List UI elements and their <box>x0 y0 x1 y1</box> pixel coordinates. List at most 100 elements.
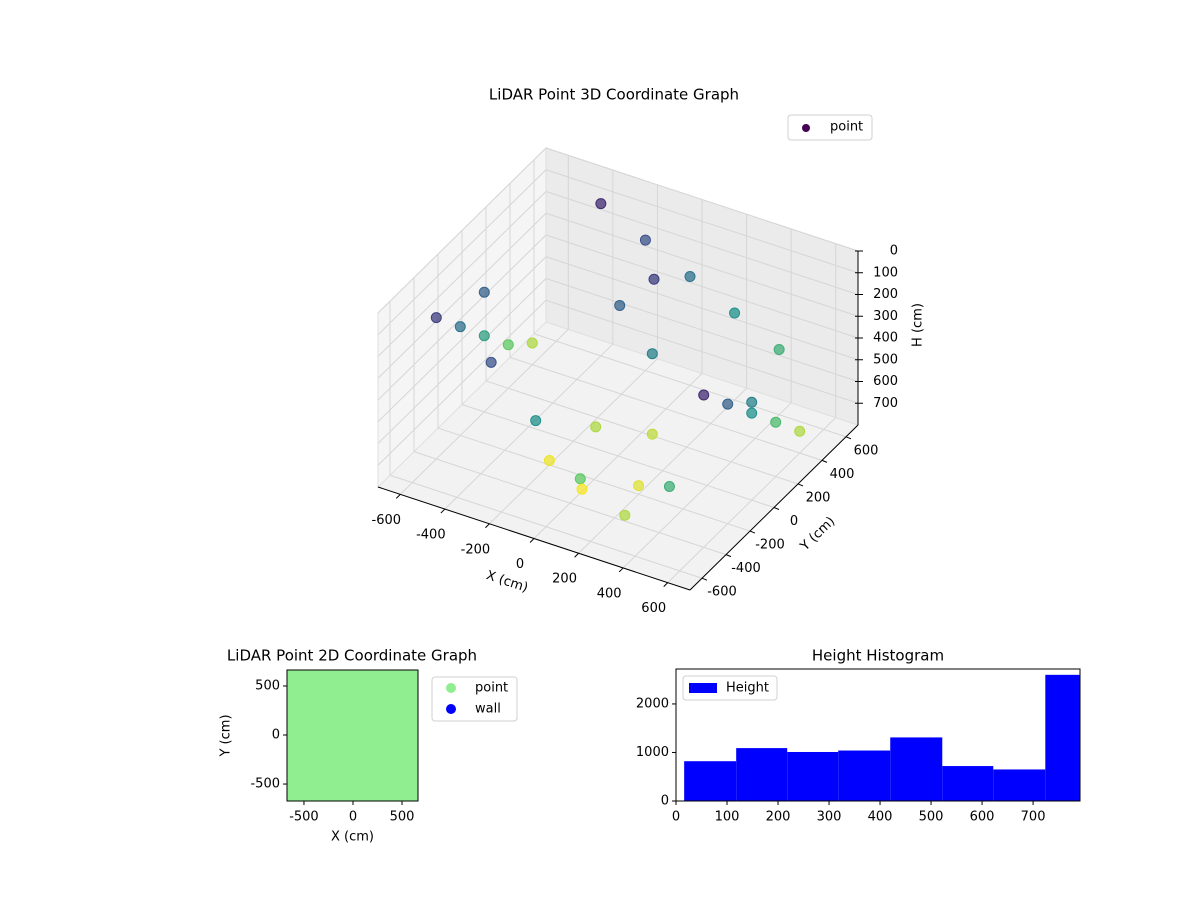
x-tick-label: 0 <box>516 557 524 572</box>
x-tick-label: -600 <box>372 513 402 528</box>
grid-line <box>377 256 547 423</box>
x-tick-label: 200 <box>552 572 577 587</box>
z-tick-label: 500 <box>873 352 898 367</box>
bar <box>993 769 1046 801</box>
point <box>454 321 466 333</box>
y-tick-label: 2000 <box>636 696 669 711</box>
grid-line <box>413 451 727 556</box>
point <box>391 698 418 743</box>
point <box>646 348 658 360</box>
y-axis-line <box>689 424 859 591</box>
grid-line <box>377 147 547 314</box>
x-tick-label: 0 <box>672 810 680 825</box>
grid-line <box>377 234 547 401</box>
point <box>684 271 696 283</box>
grid-line <box>377 299 547 466</box>
point <box>355 670 400 697</box>
point <box>502 339 514 351</box>
grid-line <box>545 256 859 361</box>
x-tick-label: -500 <box>289 810 319 825</box>
y-tick-label: 0 <box>790 514 798 529</box>
x-axis-label: X (cm) <box>331 830 374 845</box>
y-tick-label: 500 <box>255 678 280 693</box>
x-tick-label: 600 <box>641 601 666 616</box>
legend-marker <box>446 683 456 693</box>
y-tick-label: -500 <box>250 777 280 792</box>
grid-line <box>545 147 859 252</box>
x-tick-label: 100 <box>715 810 740 825</box>
tick-mark <box>618 567 624 573</box>
grid-line <box>545 169 859 274</box>
x-tick-label: 200 <box>766 810 791 825</box>
legend-label: point <box>830 120 863 135</box>
bar <box>1045 674 1080 801</box>
point <box>478 330 490 342</box>
point <box>619 509 631 521</box>
x-tick-label: -400 <box>416 528 446 543</box>
y-tick-label: -200 <box>755 538 785 553</box>
z-tick-label: 300 <box>873 309 898 324</box>
x-tick-label: 400 <box>868 810 893 825</box>
point <box>794 425 806 437</box>
point <box>746 407 758 419</box>
tick-mark <box>663 582 669 587</box>
chart-title: LiDAR Point 3D Coordinate Graph <box>489 86 739 104</box>
grid-line <box>545 234 859 339</box>
z-tick-label: 200 <box>873 287 898 302</box>
grid-line <box>545 278 859 382</box>
point <box>633 480 645 492</box>
tick-mark <box>845 436 852 440</box>
bar <box>838 750 891 801</box>
legend-label: wall <box>475 702 501 717</box>
y-tick-label: 200 <box>806 490 831 505</box>
grid-line <box>377 191 547 357</box>
point <box>526 337 538 349</box>
legend-marker <box>689 683 717 693</box>
x-tick-label: 700 <box>1021 810 1046 825</box>
point <box>770 416 782 428</box>
y-tick-label: 0 <box>661 794 669 809</box>
point <box>530 415 542 427</box>
point <box>614 299 626 311</box>
z-axis-label: H (cm) <box>911 303 926 347</box>
z-tick-label: 100 <box>873 265 898 280</box>
z-tick-label: 700 <box>873 396 898 411</box>
y-tick-label: 600 <box>854 443 879 458</box>
tick-mark <box>773 507 780 510</box>
legend-marker <box>446 704 456 714</box>
grid-line <box>377 278 547 444</box>
z-tick-label: 400 <box>873 331 898 346</box>
x-tick-label: 400 <box>597 586 622 601</box>
tick-mark <box>485 523 490 529</box>
point <box>576 483 588 495</box>
y-tick-label: 400 <box>830 467 855 482</box>
point <box>478 286 490 298</box>
point <box>590 421 602 433</box>
tick-mark <box>529 538 535 543</box>
tick-mark <box>749 530 756 534</box>
grid-line <box>377 169 547 336</box>
point <box>729 307 741 319</box>
point <box>648 273 660 285</box>
grid-line <box>389 474 703 579</box>
point <box>574 473 586 485</box>
chart-title: Height Histogram <box>812 647 944 665</box>
point <box>485 356 497 368</box>
point <box>595 198 607 210</box>
grid-line <box>437 427 751 532</box>
grid-line <box>545 191 859 295</box>
y-tick-label: 1000 <box>636 745 669 760</box>
y-tick-label: 0 <box>272 728 280 743</box>
x-tick-label: 300 <box>817 810 842 825</box>
bar <box>787 751 839 801</box>
bar <box>684 761 737 801</box>
bar <box>736 748 788 801</box>
x-tick-label: 600 <box>970 810 995 825</box>
point <box>430 312 442 324</box>
point <box>543 455 555 467</box>
z-tick-label: 0 <box>890 244 898 259</box>
z-tick-label: 600 <box>873 374 898 389</box>
legend-box <box>682 675 778 701</box>
x-tick-label: -200 <box>461 542 491 557</box>
